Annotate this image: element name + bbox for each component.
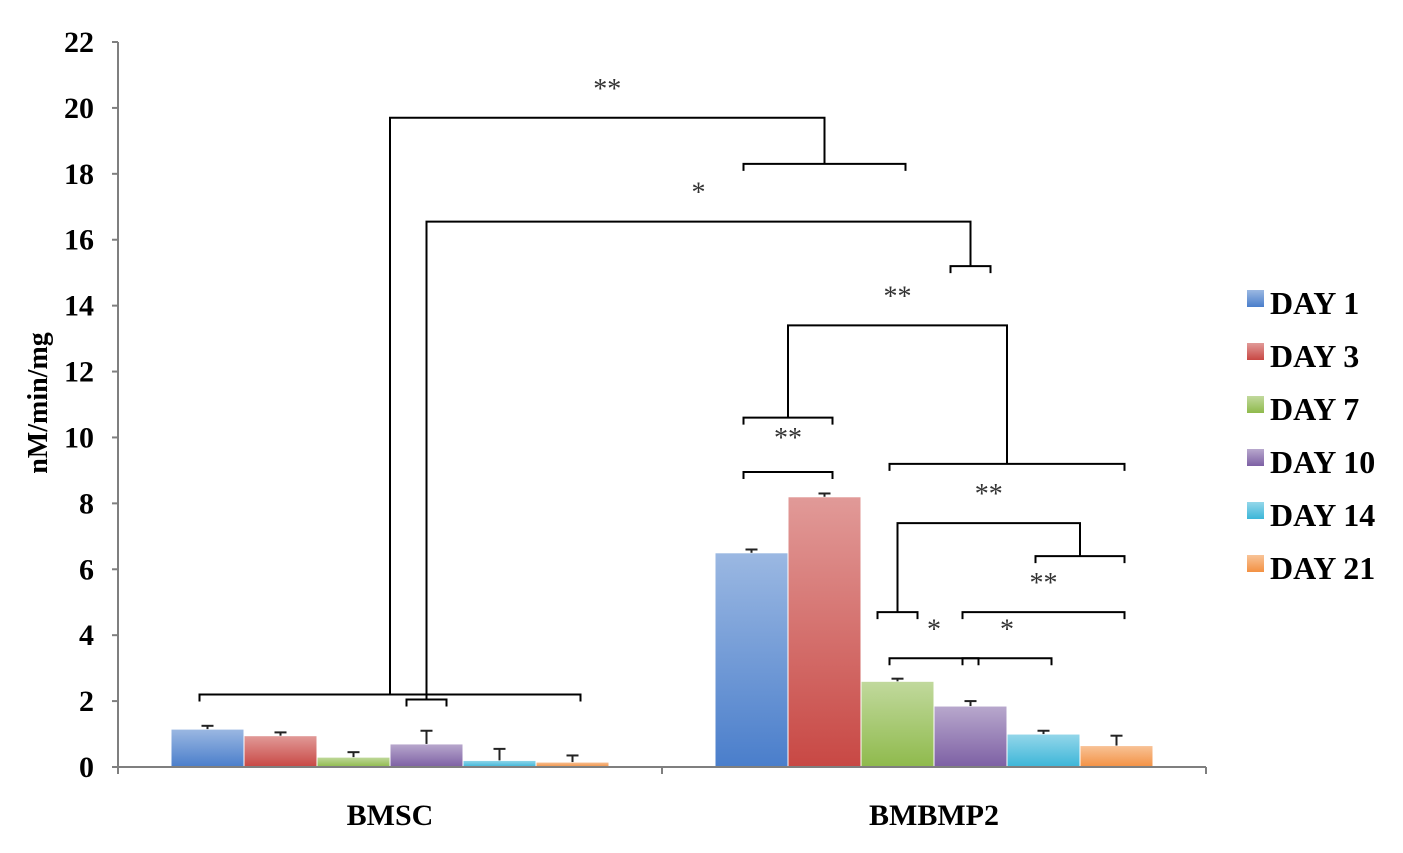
significance-label: **	[593, 74, 621, 105]
significance-connector	[896, 522, 1081, 613]
significance-group-bracket	[198, 693, 582, 702]
y-tick-label: 0	[79, 751, 94, 784]
significance-label: *	[927, 614, 941, 645]
y-tick-label: 14	[64, 290, 94, 323]
y-tick-label: 20	[64, 92, 94, 125]
legend-swatch	[1247, 396, 1264, 413]
legend-label: DAY 21	[1270, 550, 1375, 586]
y-tick-label: 6	[79, 553, 94, 586]
y-tick-label: 8	[79, 487, 94, 520]
bar	[243, 735, 318, 768]
significance-group-bracket	[742, 162, 907, 171]
legend-label: DAY 1	[1270, 285, 1359, 321]
bar	[389, 743, 464, 768]
significance-group-bracket	[949, 265, 992, 274]
y-axis-title: nM/min/mg	[23, 332, 54, 474]
legend: DAY 1 DAY 3 DAY 7 DAY 10 DAY 14 DAY 21	[1247, 285, 1375, 586]
y-tick-label: 4	[79, 619, 94, 652]
y-tick-label: 2	[79, 685, 94, 718]
significance-label: **	[975, 479, 1003, 510]
significance-group-bracket	[961, 657, 1053, 666]
y-tick-label: 22	[64, 26, 94, 59]
bar	[1006, 733, 1081, 768]
legend-swatch	[1247, 343, 1264, 360]
significance-connector	[787, 324, 1008, 464]
bar	[170, 728, 245, 768]
x-category-label: BMBMP2	[869, 799, 999, 832]
legend-swatch	[1247, 290, 1264, 307]
significance-group-bracket	[742, 471, 834, 480]
significance-connector	[389, 116, 826, 695]
y-tick-label: 16	[64, 224, 94, 257]
x-category-label: BMSC	[347, 799, 434, 832]
significance-connector	[425, 220, 972, 700]
y-tick-label: 12	[64, 356, 94, 389]
significance-group-bracket	[888, 462, 1126, 471]
axes: 0 2 4 6 8 10 12 14 16 18 20 22 BMSC BMBMP2	[64, 26, 1207, 832]
bars	[170, 492, 1154, 768]
legend-swatch	[1247, 502, 1264, 519]
legend-label: DAY 3	[1270, 338, 1359, 374]
legend-swatch	[1247, 449, 1264, 466]
bar	[787, 496, 862, 768]
significance-group-bracket	[888, 657, 980, 666]
y-tick-label: 18	[64, 158, 94, 191]
bar	[714, 552, 789, 768]
y-tick-label: 10	[64, 421, 94, 454]
bar	[860, 680, 935, 768]
bar	[1079, 745, 1154, 768]
legend-label: DAY 14	[1270, 497, 1375, 533]
significance-brackets: ************ *	[198, 74, 1126, 707]
legend-swatch	[1247, 555, 1264, 572]
legend-label: DAY 10	[1270, 444, 1375, 480]
significance-group-bracket	[961, 611, 1126, 620]
significance-group-bracket	[742, 416, 834, 425]
significance-group-bracket	[1034, 555, 1126, 564]
significance-group-bracket	[876, 611, 919, 620]
significance-label: **	[774, 423, 802, 454]
significance-label: **	[884, 281, 912, 312]
significance-label: *	[692, 178, 706, 209]
significance-group-bracket	[405, 698, 448, 707]
significance-label: **	[1030, 568, 1058, 599]
bar	[933, 705, 1008, 768]
legend-label: DAY 7	[1270, 391, 1359, 427]
bar	[316, 756, 391, 768]
significance-label: *	[1000, 614, 1014, 645]
